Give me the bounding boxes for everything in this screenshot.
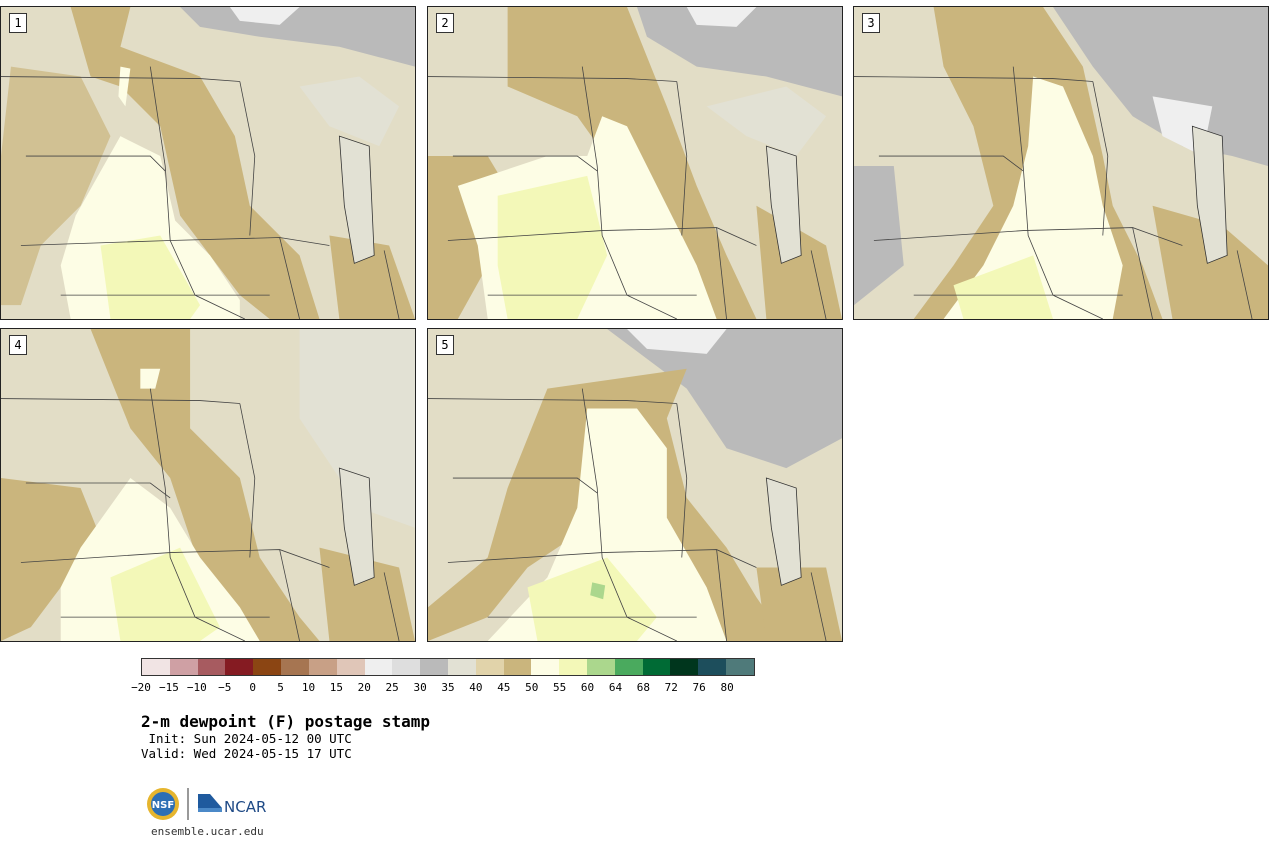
colorbar-swatch [225, 659, 254, 675]
dewpoint-map-3 [854, 7, 1268, 319]
dewpoint-map-1 [1, 7, 415, 319]
colorbar-tick-label: −20 [131, 681, 151, 694]
colorbar-swatch [281, 659, 309, 675]
colorbar-tick-label: 40 [469, 681, 483, 694]
colorbar-swatch [614, 659, 643, 675]
colorbar-tick-label: −10 [186, 681, 207, 694]
panel-number: 2 [436, 13, 454, 33]
logo-row: NSF NCAR [146, 786, 276, 822]
colorbar-swatch [447, 659, 476, 675]
colorbar-swatch [364, 659, 393, 675]
dewpoint-map-5 [428, 329, 842, 641]
colorbar-tick-label: 15 [329, 681, 343, 694]
colorbar-swatch [336, 659, 365, 675]
colorbar-swatch [670, 659, 699, 675]
colorbar-tick-label: 10 [301, 681, 316, 694]
website-url[interactable]: ensemble.ucar.edu [151, 825, 264, 838]
colorbar-tick-label: −15 [158, 681, 179, 694]
colorbar-swatch [503, 659, 532, 675]
colorbar-swatch [420, 659, 448, 675]
colorbar-tick-label: 50 [525, 681, 539, 694]
colorbar-swatch [142, 659, 170, 675]
panel-number: 5 [436, 335, 454, 355]
dewpoint-map-4 [1, 329, 415, 641]
dewpoint-map-2 [428, 7, 842, 319]
valid-time: Valid: Wed 2024-05-15 17 UTC [141, 746, 352, 761]
colorbar-tick-label: 72 [664, 681, 678, 694]
stamp-panel-3[interactable]: 3 [853, 6, 1269, 320]
colorbar-tick-label: 68 [636, 681, 650, 694]
colorbar-tick-label: 45 [497, 681, 511, 694]
colorbar-tick-label: 25 [385, 681, 399, 694]
nsf-logo: NSF [147, 788, 179, 820]
stamp-panel-4[interactable]: 4 [0, 328, 416, 642]
ncar-logo-text: NCAR [224, 798, 266, 816]
colorbar-tick-label: 35 [441, 681, 455, 694]
colorbar-tick-label: 80 [720, 681, 734, 694]
colorbar-swatch [253, 659, 282, 675]
colorbar-swatch [169, 659, 198, 675]
init-time: Init: Sun 2024-05-12 00 UTC [141, 731, 352, 746]
colorbar-tick-label: 76 [692, 681, 706, 694]
page-title: 2-m dewpoint (F) postage stamp [141, 712, 430, 731]
stamp-panel-2[interactable]: 2 [427, 6, 843, 320]
nsf-logo-text: NSF [152, 800, 174, 811]
colorbar [141, 658, 755, 676]
colorbar-tick-label: 20 [357, 681, 371, 694]
ncar-logo: NCAR [198, 794, 266, 816]
stamp-panel-5[interactable]: 5 [427, 328, 843, 642]
colorbar-tick-label: −5 [218, 681, 232, 694]
colorbar-swatch [392, 659, 421, 675]
colorbar-swatch [197, 659, 226, 675]
colorbar-tick-label: 5 [277, 681, 284, 694]
colorbar-tick-labels: −20 −15 −10 −5 0 5 10 15 20 25 30 35 40 45 50 55 60 64 68 7… [131, 681, 755, 695]
colorbar-swatch [587, 659, 615, 675]
colorbar-swatch [642, 659, 671, 675]
colorbar-tick-label: 60 [580, 681, 595, 694]
stamp-panel-1[interactable]: 1 [0, 6, 416, 320]
colorbar-swatch [475, 659, 504, 675]
colorbar-swatch [726, 659, 754, 675]
colorbar-swatch [308, 659, 337, 675]
colorbar-swatch [559, 659, 587, 675]
colorbar-tick-label: 55 [553, 681, 567, 694]
colorbar-tick-label: 30 [413, 681, 427, 694]
colorbar-tick-label: 0 [249, 681, 256, 694]
panel-number: 3 [862, 13, 880, 33]
colorbar-swatch [531, 659, 560, 675]
colorbar-tick-label: 64 [608, 681, 623, 694]
panel-number: 4 [9, 335, 27, 355]
panel-number: 1 [9, 13, 27, 33]
colorbar-swatch [698, 659, 727, 675]
